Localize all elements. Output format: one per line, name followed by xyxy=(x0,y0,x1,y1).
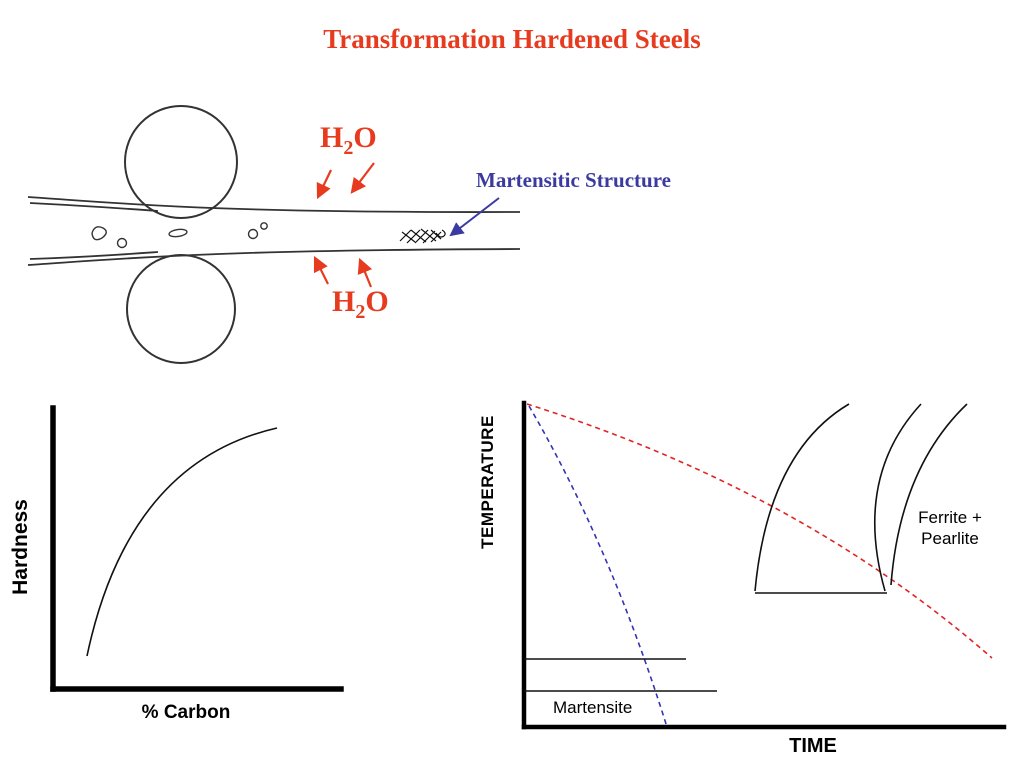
martensitic-structure-label: Martensitic Structure xyxy=(476,168,671,192)
slide-title: Transformation Hardened Steels xyxy=(323,24,701,54)
martensite-label: Martensite xyxy=(553,698,633,717)
martensite-patch-sketch xyxy=(399,228,446,244)
h2o-bottom-sub: 2 xyxy=(355,301,366,323)
grain-blobs xyxy=(91,222,268,249)
ttt-x-axis-label: TIME xyxy=(789,735,837,757)
h2o-arrows-top xyxy=(316,162,375,200)
h2o-bottom-o: O xyxy=(365,285,389,318)
hardness-axes xyxy=(50,405,344,692)
ttt-c-curves xyxy=(754,403,968,594)
hardness-y-axis-label: Hardness xyxy=(9,499,32,595)
h2o-top-h: H xyxy=(320,121,344,154)
ferrite-pearlite-label: Ferrite + Pearlite xyxy=(900,507,1000,549)
h2o-top-sub: 2 xyxy=(343,137,354,159)
top-roller-icon xyxy=(124,105,238,219)
ferrite-pearlite-line1: Ferrite + xyxy=(918,508,982,527)
bottom-roller-icon xyxy=(126,254,236,364)
ttt-axes xyxy=(521,400,1007,730)
h2o-top-o: O xyxy=(353,121,377,154)
ttt-y-axis-label: TEMPERATURE xyxy=(478,415,497,549)
hardness-x-axis-label: % Carbon xyxy=(141,702,231,723)
slow-cool-curve xyxy=(526,403,993,659)
steel-strip xyxy=(27,196,521,266)
h2o-arrows-bottom xyxy=(313,255,373,288)
hardness-curve xyxy=(86,427,278,657)
h2o-bottom-h: H xyxy=(332,285,356,318)
quench-curve xyxy=(528,405,668,728)
h2o-label-top: H2O xyxy=(320,121,377,160)
ferrite-pearlite-line2: Pearlite xyxy=(921,529,979,548)
rolling-mill-sketch xyxy=(27,105,521,364)
martensitic-structure-arrow xyxy=(449,197,500,237)
h2o-label-bottom: H2O xyxy=(332,285,389,324)
martensite-lines xyxy=(524,658,717,692)
